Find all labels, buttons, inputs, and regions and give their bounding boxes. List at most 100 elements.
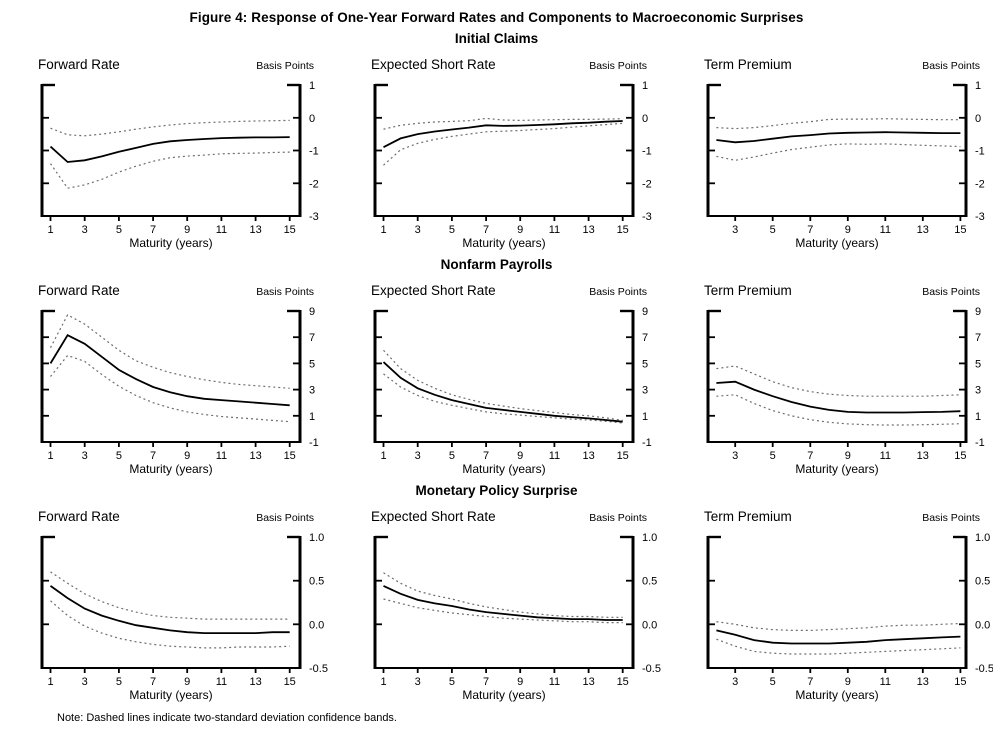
panel-title: Forward Rate <box>38 283 120 298</box>
y-tick-label: 0.5 <box>975 576 990 588</box>
chart-term-premium: 1.0 0.5 0.0 -0.5 3 5 7 9 11 13 15 Maturity (years) <box>706 532 993 702</box>
figure-title: Figure 4: Response of One-Year Forward R… <box>189 10 804 25</box>
x-tick-label: 3 <box>415 450 421 462</box>
response-line <box>716 629 961 645</box>
unit-label: Basis Points <box>589 286 647 298</box>
response-line <box>382 361 623 423</box>
y-tick-label: -1 <box>642 437 652 449</box>
y-tick-label: -0.5 <box>975 663 993 675</box>
series-lines <box>716 118 961 161</box>
chart-sections: Initial Claims Forward Rate Basis Points 1 0… <box>0 31 993 702</box>
response-line <box>49 585 290 634</box>
x-tick-label: 11 <box>216 224 227 236</box>
x-tick-label: 1 <box>380 450 386 462</box>
x-tick-label: 13 <box>249 676 261 688</box>
axes <box>373 83 635 221</box>
y-tick-label: -3 <box>309 211 319 223</box>
x-tick-label: 3 <box>732 224 738 236</box>
y-tick-label: -3 <box>975 211 985 223</box>
y-tick-label: 9 <box>309 306 315 318</box>
series-lines <box>383 117 623 166</box>
axes <box>40 309 302 447</box>
panel-header: Expected Short Rate Basis Points <box>371 283 647 302</box>
y-tick-label: -2 <box>975 178 985 190</box>
x-tick-label: 9 <box>517 450 523 462</box>
panel-title: Term Premium <box>704 57 792 72</box>
x-tick-label: 13 <box>917 224 929 236</box>
lower-confidence-band-line <box>50 354 290 423</box>
y-tick-label: 1 <box>975 411 981 423</box>
response-line <box>49 334 290 407</box>
lower-confidence-band-line <box>716 394 961 426</box>
upper-confidence-band-line <box>716 365 961 397</box>
response-line <box>383 585 623 621</box>
x-tick-label: 11 <box>216 450 227 462</box>
x-axis-title: Maturity (years) <box>462 462 545 476</box>
upper-confidence-band-line <box>716 118 961 130</box>
x-tick-label: 15 <box>954 676 966 688</box>
x-tick-label: 3 <box>82 676 88 688</box>
x-tick-label: 11 <box>549 676 560 688</box>
section-title: Nonfarm Payrolls <box>440 257 553 272</box>
series-lines <box>716 365 961 426</box>
panel-header: Term Premium Basis Points <box>704 57 980 76</box>
x-axis-title: Maturity (years) <box>129 688 212 702</box>
y-tick-label: 1 <box>975 80 981 92</box>
x-tick-label: 1 <box>47 450 53 462</box>
panel-title: Term Premium <box>704 283 792 298</box>
y-tick-label: 1 <box>309 411 315 423</box>
x-tick-label: 9 <box>184 450 190 462</box>
panel-header: Forward Rate Basis Points <box>38 509 314 528</box>
y-tick-label: -1 <box>975 437 985 449</box>
panel-header: Expected Short Rate Basis Points <box>371 509 647 528</box>
y-tick-label: 3 <box>975 385 981 397</box>
x-tick-label: 3 <box>732 450 738 462</box>
y-tick-label: 1 <box>309 80 315 92</box>
y-tick-label: 1.0 <box>975 532 990 544</box>
x-tick-label: 15 <box>954 224 966 236</box>
x-tick-label: 7 <box>483 676 489 688</box>
series-lines <box>383 572 623 624</box>
panel-title: Expected Short Rate <box>371 509 496 524</box>
x-tick-label: 11 <box>549 450 560 462</box>
upper-confidence-band-line <box>50 571 290 620</box>
x-tick-label: 15 <box>617 676 629 688</box>
x-tick-label: 11 <box>549 224 560 236</box>
y-tick-label: -0.5 <box>642 663 661 675</box>
y-tick-label: 3 <box>309 385 315 397</box>
x-tick-label: 5 <box>770 676 776 688</box>
series-lines <box>49 119 290 189</box>
y-tick-label: 0.0 <box>309 619 324 631</box>
axes <box>40 83 302 221</box>
unit-label: Basis Points <box>922 60 980 72</box>
x-tick-label: 3 <box>415 676 421 688</box>
x-tick-label: 15 <box>954 450 966 462</box>
x-tick-label: 15 <box>284 676 296 688</box>
panel-forward-rate: Forward Rate Basis Points 9 7 5 3 1 -1 1 3 5 7 9 11 13… <box>38 283 338 476</box>
section-monetary-policy-surprise: Monetary Policy Surprise Forward Rate Basi… <box>0 483 993 702</box>
response-line <box>383 120 623 149</box>
unit-label: Basis Points <box>589 60 647 72</box>
unit-label: Basis Points <box>922 512 980 524</box>
x-tick-label: 5 <box>116 450 122 462</box>
axes <box>706 309 968 447</box>
panel-title: Forward Rate <box>38 509 120 524</box>
upper-confidence-band-line <box>50 119 290 137</box>
x-tick-label: 7 <box>807 224 813 236</box>
x-axis-title: Maturity (years) <box>129 236 212 250</box>
y-tick-label: 5 <box>642 358 648 370</box>
x-tick-label: 9 <box>517 224 523 236</box>
series-lines <box>382 349 623 424</box>
x-tick-label: 7 <box>150 676 156 688</box>
y-tick-label: 7 <box>975 332 981 344</box>
section-initial-claims: Initial Claims Forward Rate Basis Points 1 0… <box>0 31 993 250</box>
x-tick-label: 7 <box>483 450 489 462</box>
y-tick-label: 0.0 <box>975 619 990 631</box>
y-tick-label: 0 <box>309 113 315 125</box>
x-tick-label: 7 <box>483 224 489 236</box>
